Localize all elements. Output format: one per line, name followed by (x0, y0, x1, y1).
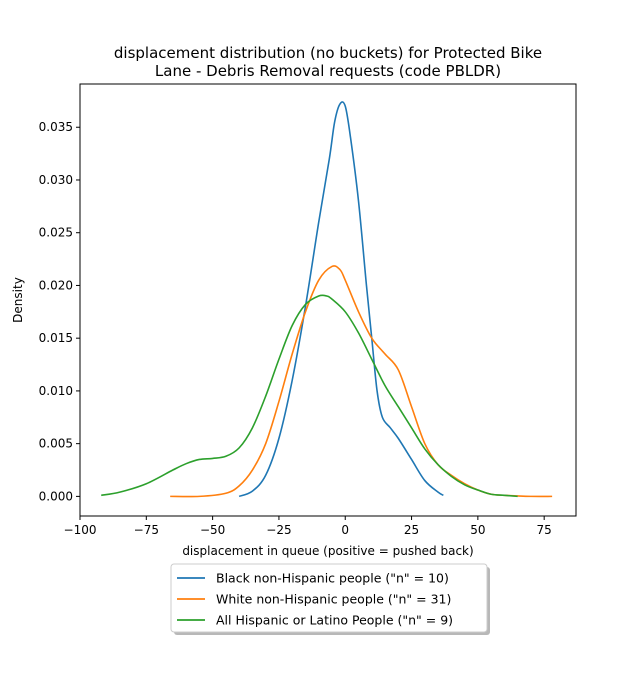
legend-label-1: White non-Hispanic people ("n" = 31) (216, 592, 451, 607)
legend-box (170, 563, 488, 633)
axes-frame (79, 83, 577, 517)
x-tick-label: −75 (134, 523, 159, 537)
y-tick-label: 0.005 (39, 437, 73, 451)
legend-label-0: Black non-Hispanic people ("n" = 10) (216, 571, 449, 586)
y-tick-label: 0.025 (39, 226, 73, 240)
y-tick-label: 0.035 (39, 120, 73, 134)
legend-items: Black non-Hispanic people ("n" = 10) Whit… (177, 571, 453, 628)
legend: Black non-Hispanic people ("n" = 10) Whit… (170, 563, 490, 635)
plot-area (101, 101, 553, 498)
y-tick-label: 0.030 (39, 173, 73, 187)
y-tick-label: 0.020 (39, 278, 73, 292)
x-tick-label: −50 (200, 523, 225, 537)
y-tick-label: 0.010 (39, 384, 73, 398)
y-axis-label: Density (11, 277, 25, 323)
x-tick-label: 75 (537, 523, 552, 537)
x-tick-label: −25 (266, 523, 291, 537)
x-tick-label: 50 (470, 523, 485, 537)
chart-title-line-2: Lane - Debris Removal requests (code PBL… (155, 62, 501, 80)
legend-label-2: All Hispanic or Latino People ("n" = 9) (216, 613, 453, 628)
x-axis-label: displacement in queue (positive = pushed… (182, 544, 473, 558)
series-line-0 (238, 101, 444, 498)
series-line-2 (101, 294, 518, 498)
chart-title-line-1: displacement distribution (no buckets) f… (114, 44, 542, 62)
x-tick-label: 25 (404, 523, 419, 537)
x-tick-label: 0 (341, 523, 349, 537)
x-tick-label: −100 (64, 523, 97, 537)
y-tick-label: 0.000 (39, 489, 73, 503)
x-axis: −100 −75 −50 −25 0 25 50 75 (64, 516, 552, 537)
y-tick-label: 0.015 (39, 331, 73, 345)
y-axis: 0.000 0.005 0.010 0.015 0.020 0.025 0.030 0.035 (39, 120, 80, 503)
